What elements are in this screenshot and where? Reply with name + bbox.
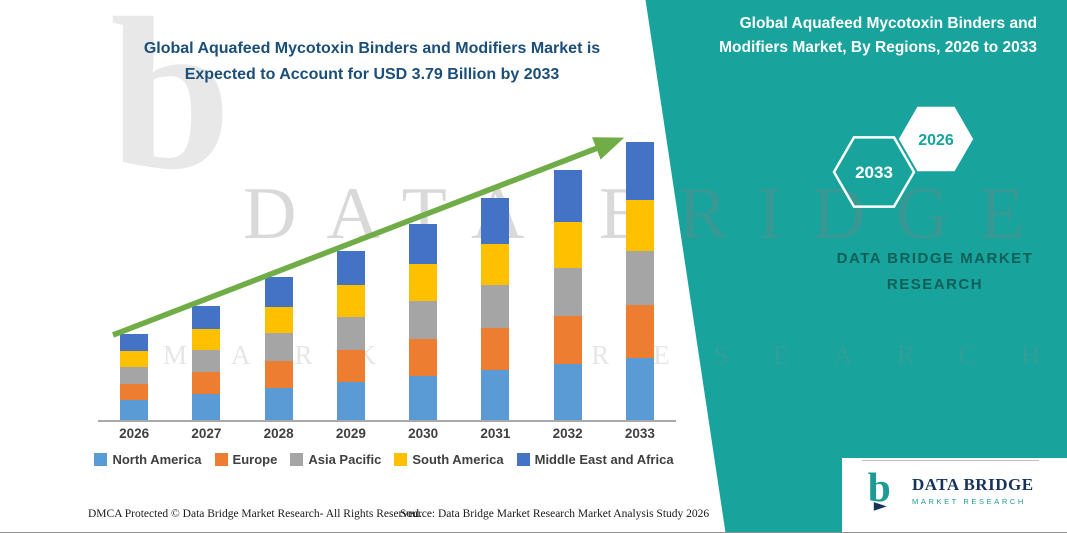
legend-swatch	[214, 453, 228, 466]
x-label-2031: 2031	[480, 426, 511, 441]
legend: North America Europe Asia Pacific South Ame…	[78, 452, 690, 467]
hexagon-2026	[898, 106, 974, 172]
bar-segment	[625, 305, 654, 358]
bar-2033	[625, 142, 654, 420]
x-label-2029: 2029	[335, 426, 366, 441]
bar-segment	[120, 333, 149, 352]
bar-segment	[192, 329, 221, 351]
legend-item: Asia Pacific	[290, 452, 381, 467]
bar-segment	[192, 394, 221, 420]
bar-segment	[336, 316, 365, 350]
bar-segment	[264, 332, 293, 361]
brand-caption: DATA BRIDGE MARKET RESEARCH	[836, 250, 1034, 293]
bar-segment	[264, 360, 293, 388]
bar-segment	[553, 170, 582, 222]
bar-segment	[481, 327, 510, 371]
bar-segment	[409, 264, 438, 301]
legend-label: South America	[412, 452, 504, 467]
hexagon-2033	[832, 136, 916, 208]
legend-label: Asia Pacific	[308, 452, 382, 467]
x-label-2033: 2033	[624, 426, 655, 441]
bar-segment	[553, 363, 582, 420]
bar-segment	[120, 351, 149, 368]
legend-swatch	[290, 453, 304, 466]
bar-2027	[192, 305, 221, 420]
bar-segment	[481, 370, 510, 420]
bar-plot	[98, 127, 676, 422]
watermark-market-research: MARKET RESEARCH	[163, 340, 1067, 370]
bar-segment	[192, 305, 221, 330]
bar-segment	[120, 400, 149, 420]
bar-segment	[336, 349, 365, 382]
bar-segment	[120, 367, 149, 385]
bar-segment	[336, 250, 365, 286]
bar-segment	[336, 381, 365, 420]
bar-segment	[553, 267, 582, 317]
x-label-2027: 2027	[191, 426, 222, 441]
bar-segment	[409, 338, 438, 377]
bar-segment	[625, 199, 654, 251]
legend-label: Europe	[232, 452, 278, 467]
legend-item: Middle East and Africa	[516, 452, 674, 467]
hexagon-2026-label: 2026	[918, 132, 954, 149]
legend-item: Europe	[214, 452, 278, 467]
panel-title: Global Aquafeed Mycotoxin Binders and Mo…	[719, 15, 1037, 57]
chart-title: Global Aquafeed Mycotoxin Binders and Mo…	[143, 40, 601, 83]
bar-segment	[264, 277, 293, 307]
svg-text:b: b	[868, 467, 891, 510]
logo-divider	[862, 460, 1039, 461]
bar-segment	[553, 316, 582, 364]
bar-segment	[625, 142, 654, 200]
x-label-2028: 2028	[263, 426, 294, 441]
logo-wordmark: DATA BRIDGE	[912, 474, 1034, 494]
bar-segment	[625, 357, 654, 420]
legend-swatch	[394, 453, 408, 466]
dmca-notice: DMCA Protected © Data Bridge Market Rese…	[88, 508, 422, 520]
bar-segment	[120, 384, 149, 401]
dbmr-logo-icon: b	[868, 467, 891, 511]
bar-segment	[409, 376, 438, 420]
bar-segment	[192, 372, 221, 395]
hexagon-2033-label: 2033	[855, 163, 893, 182]
legend-label: North America	[112, 452, 202, 467]
source-note: Source: Data Bridge Market Research Mark…	[400, 508, 710, 520]
bar-segment	[409, 223, 438, 265]
bar-segment	[264, 306, 293, 333]
legend-item: South America	[394, 452, 504, 467]
x-axis-labels: 2026 2027 2028 2029 2030 2031 2032 2033	[98, 426, 676, 441]
bar-segment	[409, 300, 438, 339]
legend-swatch	[516, 453, 530, 466]
bar-2029	[336, 250, 365, 420]
bar-segment	[625, 250, 654, 306]
bar-2026	[120, 333, 149, 420]
bar-2031	[481, 198, 510, 420]
bar-segment	[553, 221, 582, 268]
bar-segment	[481, 198, 510, 244]
legend-item: North America	[94, 452, 202, 467]
year-hexagons: 2033 2026	[832, 106, 974, 208]
logo-subtext: MARKET RESEARCH	[912, 496, 1026, 506]
legend-swatch	[94, 453, 108, 466]
bar-2028	[264, 277, 293, 420]
bar-2030	[409, 223, 438, 420]
x-label-2030: 2030	[408, 426, 439, 441]
footer-logo-card: b DATA BRIDGE MARKET RESEARCH	[842, 458, 1067, 532]
bar-segment	[481, 284, 510, 328]
bar-segment	[192, 350, 221, 373]
x-label-2026: 2026	[119, 426, 150, 441]
bar-segment	[264, 387, 293, 420]
bar-segment	[336, 285, 365, 317]
bar-2032	[553, 170, 582, 420]
legend-label: Middle East and Africa	[534, 452, 674, 467]
x-label-2032: 2032	[552, 426, 583, 441]
bar-segment	[481, 243, 510, 285]
